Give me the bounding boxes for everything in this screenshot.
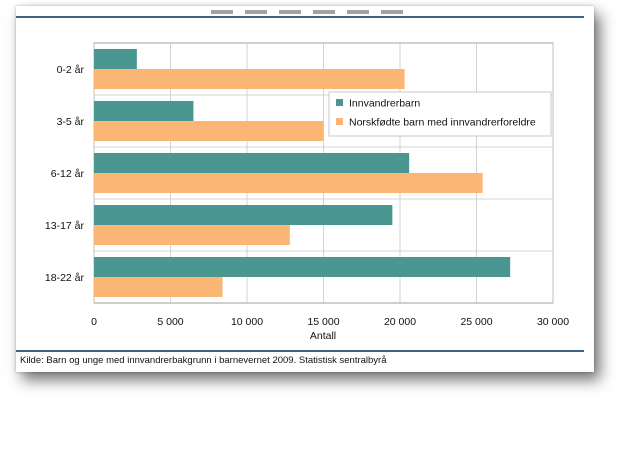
x-tick-label: 20 000 — [384, 316, 416, 328]
x-tick-label: 25 000 — [460, 316, 492, 328]
category-label: 13-17 år — [45, 220, 85, 232]
category-label: 18-22 år — [45, 272, 85, 284]
bar-chart: 0-2 år 3-5 år 6-12 år 13-17 år 18-22 år 0 5 0… — [45, 42, 569, 342]
legend-swatch — [336, 118, 343, 125]
x-tick-label: 0 — [91, 316, 97, 328]
bar-norskfodte-4 — [94, 277, 223, 297]
chart-card: 0-2 år 3-5 år 6-12 år 13-17 år 18-22 år 0 5 0… — [16, 6, 594, 372]
legend-label: Innvandrerbarn — [349, 98, 420, 110]
category-label: 3-5 år — [57, 116, 85, 128]
category-label: 6-12 år — [51, 168, 85, 180]
legend-box — [328, 91, 552, 137]
top-rule — [16, 16, 584, 18]
bottom-rule — [16, 350, 584, 352]
bar-innvandrerbarn-4 — [94, 257, 511, 277]
category-label: 0-2 år — [57, 64, 85, 76]
legend-label: Norskfødte barn med innvandrerforeldre — [349, 117, 536, 129]
x-tick-label: 30 000 — [537, 316, 569, 328]
bars — [94, 49, 511, 297]
cropped-title-remnant — [211, 10, 411, 14]
x-axis-label: Antall — [310, 330, 336, 342]
bar-norskfodte-1 — [94, 121, 324, 141]
bar-innvandrerbarn-0 — [94, 49, 137, 69]
legend: Innvandrerbarn Norskfødte barn med innvan… — [328, 91, 552, 137]
x-tick-labels: 0 5 000 10 000 15 000 20 000 25 000 30 000 — [91, 316, 569, 328]
source-note: Kilde: Barn og unge med innvandrerbakgru… — [20, 355, 387, 366]
x-tick-label: 5 000 — [157, 316, 183, 328]
x-tick-label: 10 000 — [231, 316, 263, 328]
bar-norskfodte-3 — [94, 225, 290, 245]
bar-innvandrerbarn-1 — [94, 101, 194, 121]
bar-innvandrerbarn-2 — [94, 153, 410, 173]
x-tick-label: 15 000 — [307, 316, 339, 328]
category-labels: 0-2 år 3-5 år 6-12 år 13-17 år 18-22 år — [45, 64, 85, 284]
bar-norskfodte-0 — [94, 69, 405, 89]
legend-swatch — [336, 99, 343, 106]
bar-innvandrerbarn-3 — [94, 205, 393, 225]
bar-norskfodte-2 — [94, 173, 483, 193]
